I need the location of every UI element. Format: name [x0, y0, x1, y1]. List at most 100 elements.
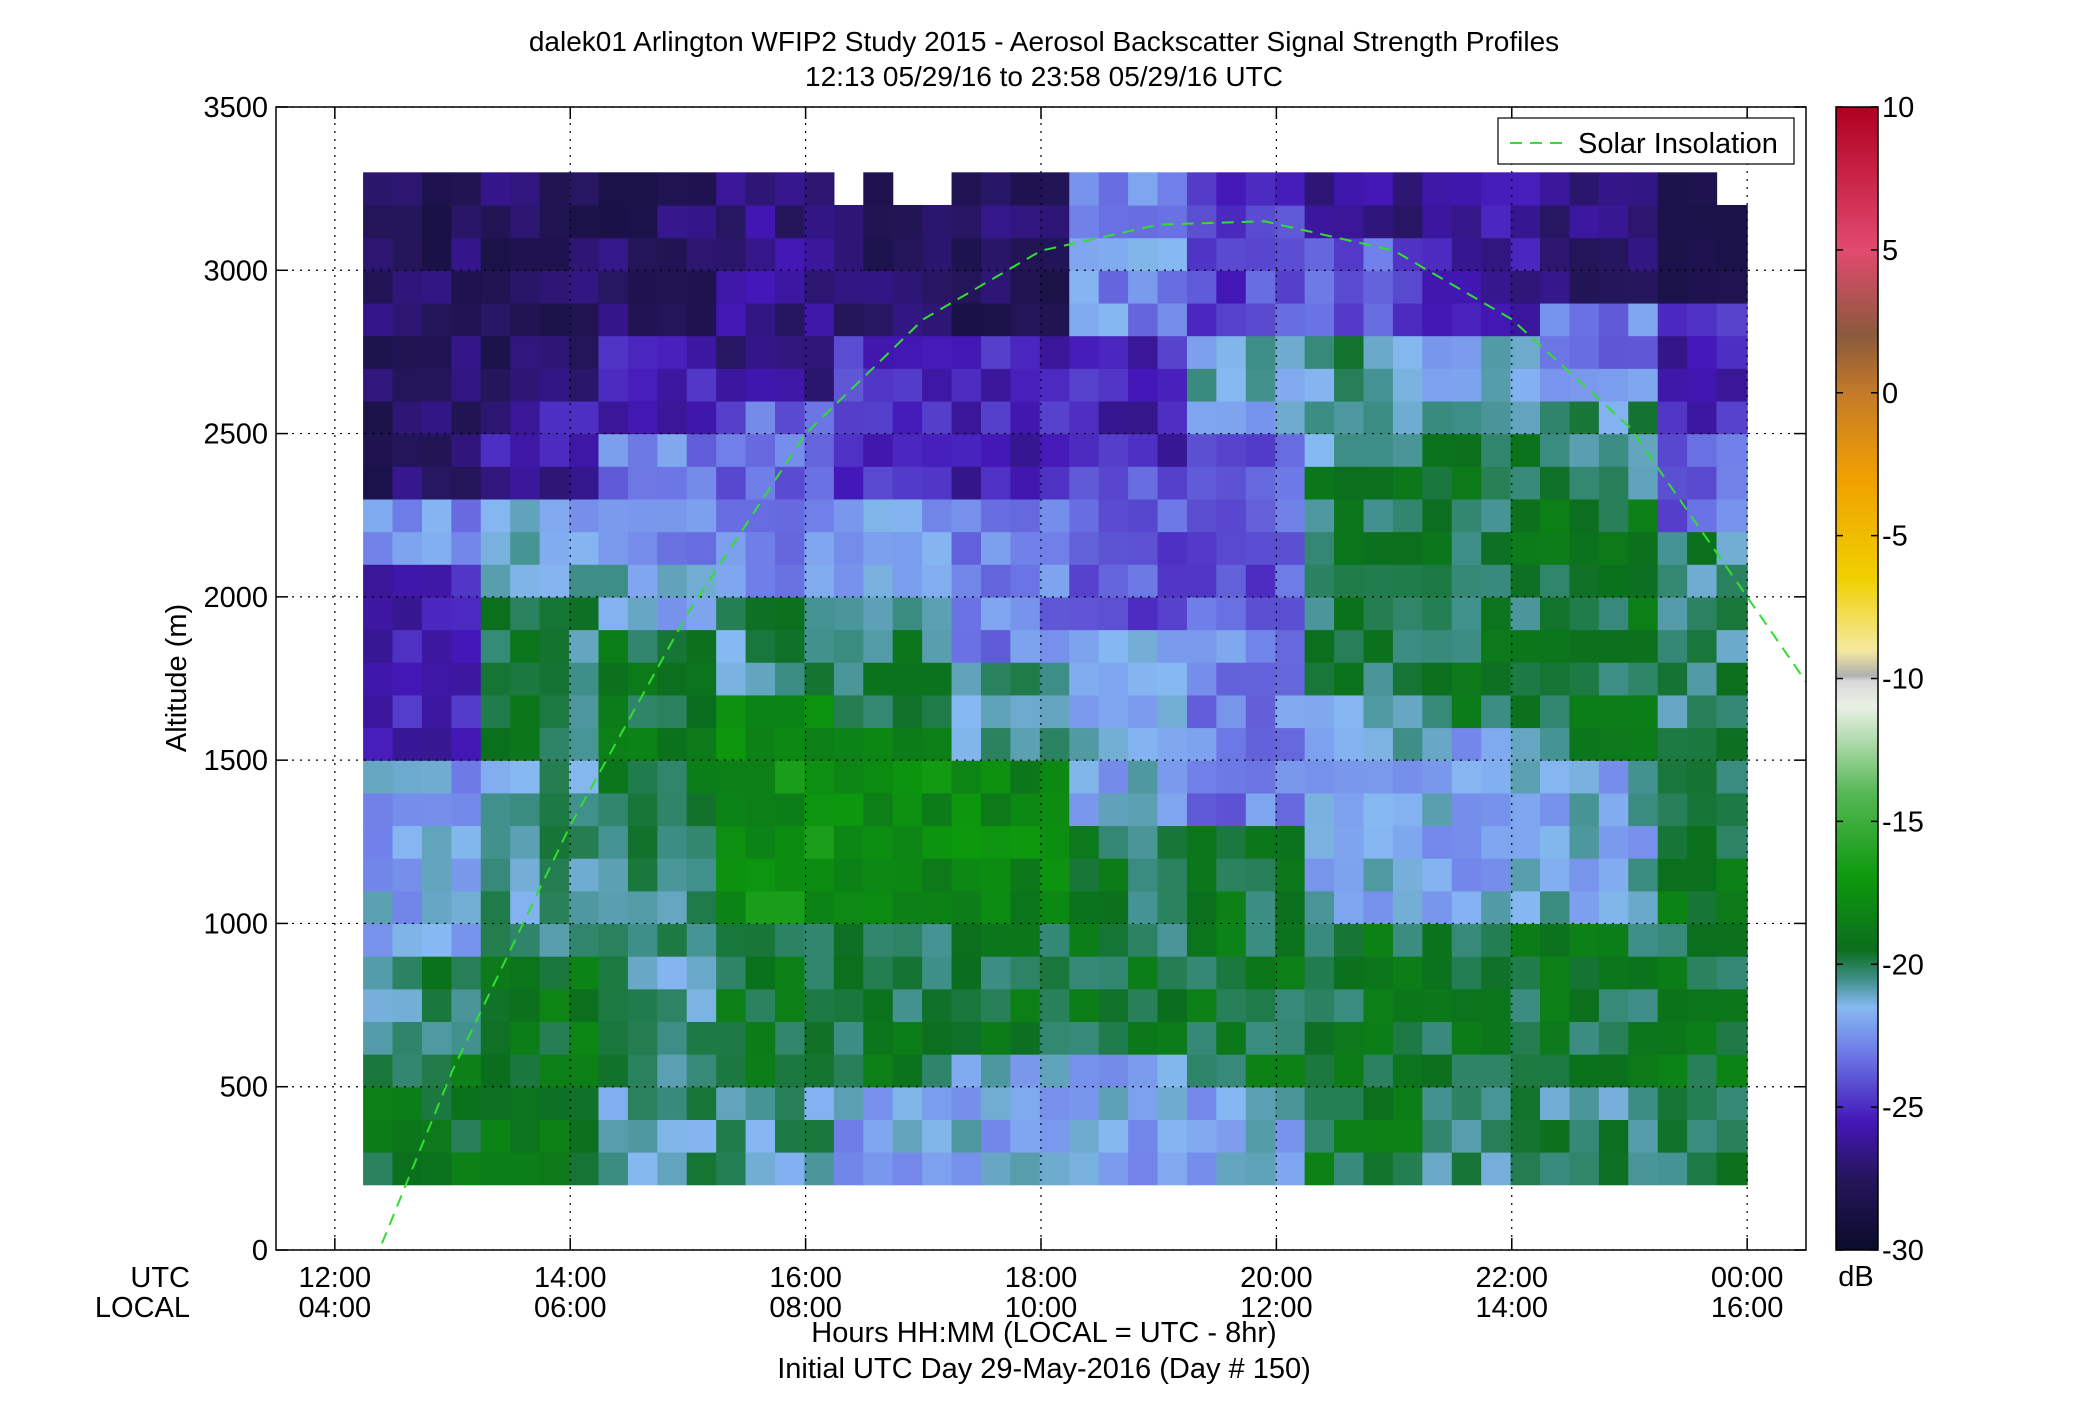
- heatmap-cell: [1687, 466, 1718, 500]
- heatmap-cell: [569, 531, 600, 565]
- heatmap-cell: [392, 204, 423, 239]
- heatmap-cell: [1216, 368, 1247, 402]
- heatmap-cell: [804, 727, 835, 761]
- heatmap-cell: [1010, 1152, 1041, 1186]
- heatmap-cell: [745, 629, 776, 663]
- heatmap-cell: [1451, 1119, 1482, 1153]
- heatmap-cell: [1687, 760, 1718, 794]
- heatmap-cell: [1569, 792, 1600, 827]
- heatmap-cell: [922, 988, 953, 1022]
- heatmap-cell: [686, 890, 717, 925]
- heatmap-cell: [363, 498, 394, 533]
- heatmap-cell: [922, 792, 953, 827]
- heatmap-cell: [1392, 564, 1423, 598]
- heatmap-cell: [392, 760, 423, 794]
- heatmap-cell: [922, 368, 953, 402]
- heatmap-cell: [804, 564, 835, 598]
- heatmap-cell: [1304, 727, 1335, 761]
- heatmap-cell: [1128, 498, 1159, 533]
- heatmap-cell: [1540, 1152, 1571, 1186]
- heatmap-cell: [1657, 1086, 1688, 1120]
- heatmap-cell: [1186, 858, 1217, 892]
- heatmap-cell: [1598, 792, 1629, 827]
- heatmap-cell: [1186, 1119, 1217, 1153]
- heatmap-cell: [922, 629, 953, 663]
- heatmap-cell: [539, 1021, 570, 1055]
- heatmap-cell: [1186, 988, 1217, 1022]
- heatmap-cell: [1657, 988, 1688, 1022]
- heatmap-cell: [1245, 858, 1276, 892]
- heatmap-cell: [1687, 727, 1718, 761]
- heatmap-cell: [1275, 204, 1306, 239]
- heatmap-cell: [1481, 302, 1512, 337]
- heatmap-cell: [1422, 400, 1453, 435]
- heatmap-cell: [1098, 302, 1129, 337]
- heatmap-cell: [1157, 400, 1188, 435]
- heatmap-cell: [569, 564, 600, 598]
- heatmap-cell: [1275, 1086, 1306, 1120]
- heatmap-cell: [1392, 1021, 1423, 1055]
- heatmap-cell: [363, 1086, 394, 1120]
- heatmap-cell: [1657, 531, 1688, 565]
- heatmap-cell: [1157, 760, 1188, 794]
- heatmap-cell: [1687, 1086, 1718, 1120]
- heatmap-cell: [1363, 172, 1394, 206]
- heatmap-cell: [1716, 1021, 1748, 1055]
- heatmap-cell: [686, 1119, 717, 1153]
- heatmap-cell: [1451, 433, 1482, 467]
- heatmap-cell: [1540, 368, 1571, 402]
- series-line-solar-insolation: [380, 220, 1806, 1244]
- heatmap-cell: [421, 270, 452, 304]
- heatmap-cell: [1687, 204, 1718, 239]
- heatmap-cell: [775, 237, 806, 271]
- heatmap-cell: [1510, 1021, 1541, 1055]
- heatmap-cell: [833, 596, 864, 631]
- heatmap-cell: [1510, 1086, 1541, 1120]
- heatmap-cell: [1451, 792, 1482, 827]
- heatmap-cell: [1069, 956, 1100, 990]
- heatmap-cell: [745, 498, 776, 533]
- heatmap-cell: [657, 237, 688, 271]
- heatmap-cell: [1657, 956, 1688, 990]
- heatmap-cell: [1598, 825, 1629, 859]
- heatmap-cell: [833, 825, 864, 859]
- heatmap-cell: [745, 792, 776, 827]
- heatmap-cell: [1098, 890, 1129, 925]
- heatmap-cell: [569, 1054, 600, 1088]
- heatmap-cell: [657, 368, 688, 402]
- heatmap-cell: [421, 335, 452, 369]
- heatmap-cell: [363, 1119, 394, 1153]
- heatmap-cell: [951, 204, 982, 239]
- heatmap-cell: [1716, 466, 1748, 500]
- heatmap-cell: [1275, 858, 1306, 892]
- heatmap-cell: [1510, 858, 1541, 892]
- heatmap-cell: [804, 466, 835, 500]
- heatmap-cell: [1392, 923, 1423, 957]
- heatmap-cell: [1010, 204, 1041, 239]
- heatmap-cell: [421, 1119, 452, 1153]
- heatmap-cell: [657, 760, 688, 794]
- heatmap-cell: [1069, 204, 1100, 239]
- heatmap-cell: [1540, 662, 1571, 696]
- heatmap-cell: [1039, 727, 1070, 761]
- heatmap-cell: [451, 531, 482, 565]
- heatmap-cell: [1128, 204, 1159, 239]
- heatmap-cell: [510, 564, 541, 598]
- heatmap-cell: [804, 498, 835, 533]
- heatmap-cell: [1334, 498, 1365, 533]
- heatmap-cell: [1687, 825, 1718, 859]
- heatmap-cell: [1569, 858, 1600, 892]
- heatmap-cell: [1216, 1119, 1247, 1153]
- heatmap-cell: [1334, 204, 1365, 239]
- heatmap-cell: [1069, 335, 1100, 369]
- heatmap-cell: [833, 923, 864, 957]
- heatmap-cell: [569, 858, 600, 892]
- heatmap-cell: [716, 760, 747, 794]
- heatmap-cell: [1628, 662, 1659, 696]
- heatmap-cell: [1098, 270, 1129, 304]
- heatmap-cell: [1481, 1119, 1512, 1153]
- heatmap-cell: [775, 858, 806, 892]
- heatmap-cell: [1304, 596, 1335, 631]
- heatmap-cell: [1098, 335, 1129, 369]
- heatmap-cell: [1451, 466, 1482, 500]
